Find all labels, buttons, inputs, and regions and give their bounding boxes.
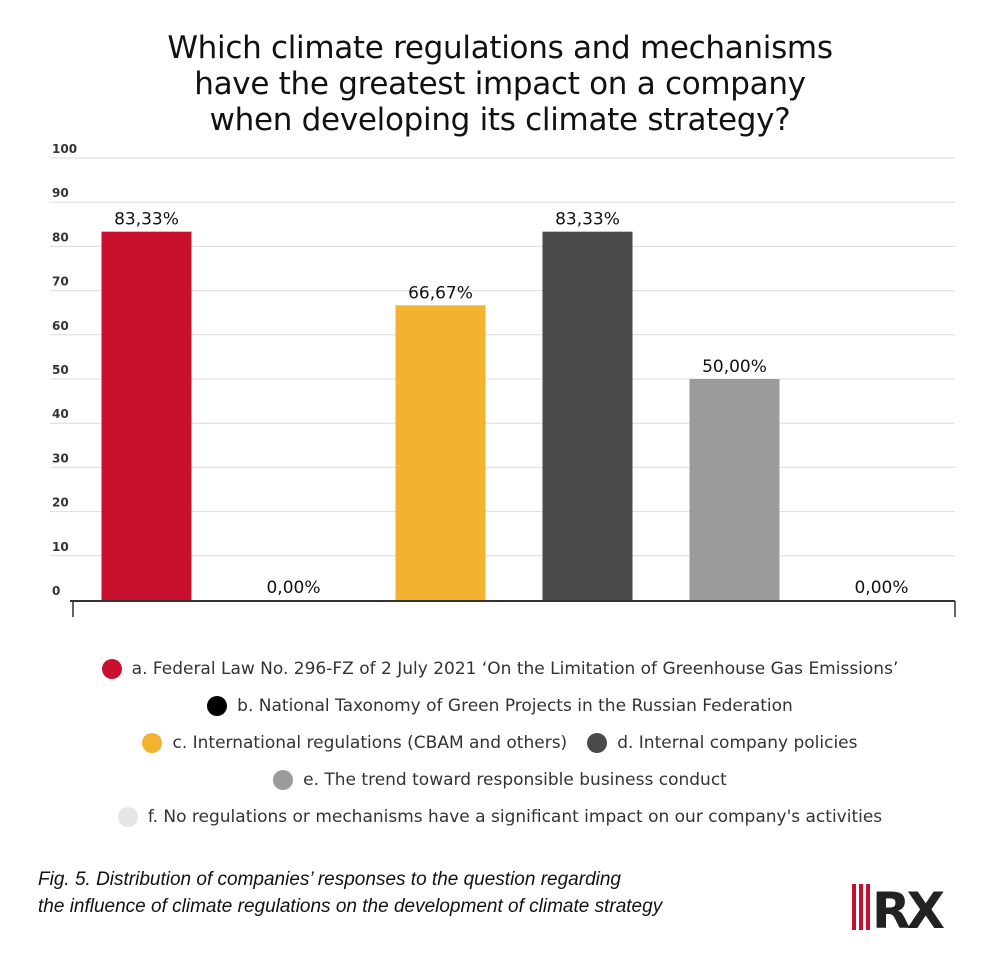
legend-row: e. The trend toward responsible business… bbox=[0, 761, 1000, 798]
y-tick-label: 100 bbox=[52, 142, 77, 156]
title-line: have the greatest impact on a company bbox=[194, 66, 806, 102]
bar-chart: 0 10 20 30 40 50 60 70 80 90 100 83,33% 0,00% 66,67%… bbox=[50, 142, 956, 617]
y-tick-label: 10 bbox=[52, 540, 69, 554]
legend-item: e. The trend toward responsible business… bbox=[273, 769, 727, 790]
data-label-b: 0,00% bbox=[266, 578, 320, 598]
y-tick-label: 80 bbox=[52, 230, 69, 244]
bar-a bbox=[101, 231, 192, 600]
bar-e bbox=[689, 379, 780, 600]
legend-label: d. Internal company policies bbox=[617, 732, 858, 753]
data-label-c: 66,67% bbox=[408, 283, 473, 303]
data-label-d: 83,33% bbox=[555, 210, 620, 230]
bar-d bbox=[542, 231, 633, 600]
legend-swatch bbox=[101, 658, 122, 679]
title-line: Which climate regulations and mechanisms bbox=[167, 30, 833, 66]
data-label-f: 0,00% bbox=[854, 578, 908, 598]
y-tick-label: 50 bbox=[52, 363, 69, 377]
title-line: when developing its climate strategy? bbox=[209, 102, 791, 138]
legend-swatch bbox=[117, 806, 138, 827]
legend-row: a. Federal Law No. 296-FZ of 2 July 2021… bbox=[0, 650, 1000, 687]
figure-caption: Fig. 5. Distribution of companies’ respo… bbox=[38, 866, 662, 920]
bars bbox=[101, 231, 780, 600]
y-tick-label: 40 bbox=[52, 407, 69, 421]
legend-label: c. International regulations (CBAM and o… bbox=[172, 732, 568, 753]
legend-label: a. Federal Law No. 296-FZ of 2 July 2021… bbox=[131, 658, 899, 679]
legend-item: b. National Taxonomy of Green Projects i… bbox=[207, 695, 793, 716]
legend-row: c. International regulations (CBAM and o… bbox=[0, 724, 1000, 761]
legend-label: b. National Taxonomy of Green Projects i… bbox=[237, 695, 793, 716]
legend-swatch bbox=[273, 769, 294, 790]
data-label-e: 50,00% bbox=[702, 357, 767, 377]
data-labels: 83,33% 0,00% 66,67% 83,33% 50,00% 0,00% bbox=[114, 210, 908, 598]
legend-row: b. National Taxonomy of Green Projects i… bbox=[0, 687, 1000, 724]
legend: a. Federal Law No. 296-FZ of 2 July 2021… bbox=[0, 650, 1000, 835]
gridlines bbox=[50, 157, 955, 557]
bar-c bbox=[395, 305, 486, 600]
legend-label: f. No regulations or mechanisms have a s… bbox=[147, 806, 883, 827]
y-tick-label: 60 bbox=[52, 319, 69, 333]
legend-swatch bbox=[587, 732, 608, 753]
legend-swatch bbox=[142, 732, 163, 753]
y-tick-label: 0 bbox=[52, 584, 60, 598]
svg-text:RX: RX bbox=[872, 882, 945, 932]
legend-item: c. International regulations (CBAM and o… bbox=[142, 732, 568, 753]
y-tick-label: 30 bbox=[52, 451, 69, 465]
legend-item: f. No regulations or mechanisms have a s… bbox=[117, 806, 883, 827]
legend-row: f. No regulations or mechanisms have a s… bbox=[0, 798, 1000, 835]
rx-logo: RX bbox=[852, 882, 949, 932]
legend-item: d. Internal company policies bbox=[587, 732, 858, 753]
y-tick-label: 70 bbox=[52, 275, 69, 289]
chart-title: Which climate regulations and mechanisms… bbox=[0, 30, 1000, 138]
legend-label: e. The trend toward responsible business… bbox=[303, 769, 727, 790]
caption-line: the influence of climate regulations on … bbox=[38, 896, 663, 917]
y-tick-label: 90 bbox=[52, 186, 69, 200]
y-axis-ticks: 0 10 20 30 40 50 60 70 80 90 100 bbox=[52, 142, 77, 598]
y-tick-label: 20 bbox=[52, 496, 69, 510]
legend-item: a. Federal Law No. 296-FZ of 2 July 2021… bbox=[101, 658, 899, 679]
legend-swatch bbox=[207, 695, 228, 716]
caption-line: Fig. 5. Distribution of companies’ respo… bbox=[38, 869, 621, 890]
data-label-a: 83,33% bbox=[114, 210, 179, 230]
